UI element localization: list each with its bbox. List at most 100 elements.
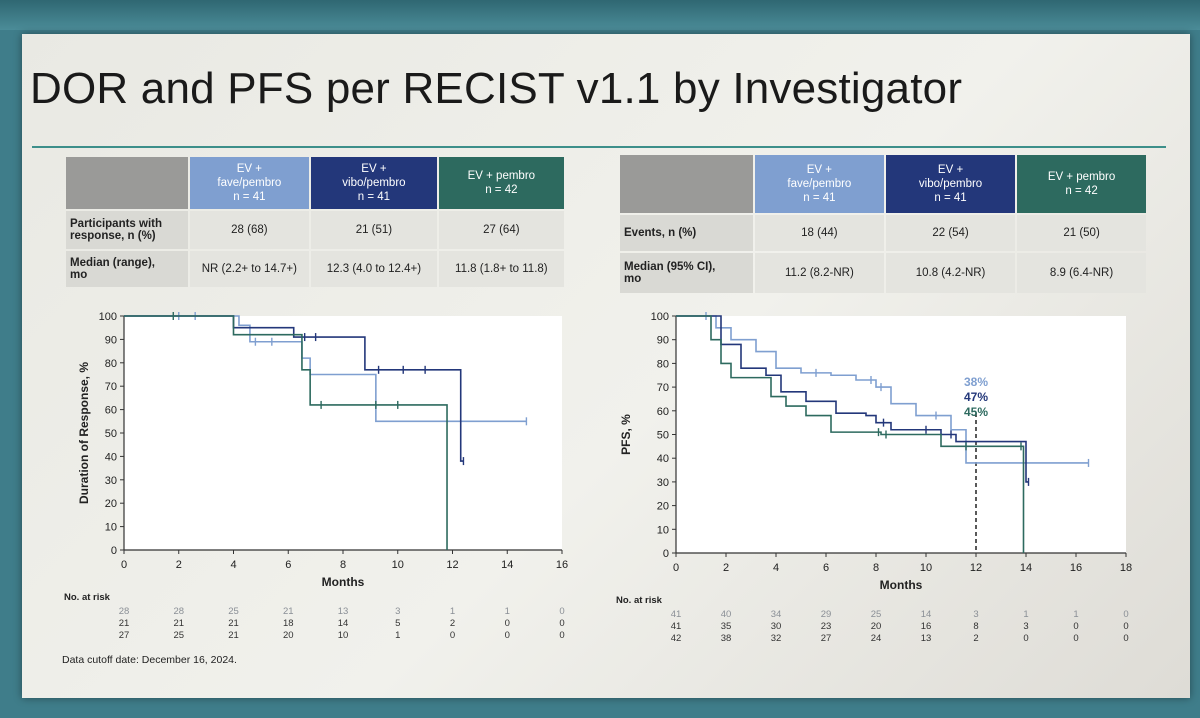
risk-count: 23 <box>821 621 832 632</box>
risk-count: 24 <box>871 633 882 644</box>
x-tick-label: 12 <box>446 559 458 571</box>
y-tick-label: 10 <box>657 524 669 536</box>
risk-count: 14 <box>921 609 932 620</box>
x-tick-label: 16 <box>1070 562 1082 574</box>
landmark-label: 47% <box>964 390 988 404</box>
pfs-summary-table: EV + fave/pembro n = 41 EV + vibo/pembro n =… <box>618 153 1148 295</box>
risk-count: 41 <box>671 621 682 632</box>
header-line: vibo/pembro <box>918 178 983 190</box>
km-curve-3 <box>124 315 448 550</box>
y-tick-label: 100 <box>651 311 669 323</box>
risk-count: 21 <box>228 630 239 641</box>
x-tick-label: 4 <box>773 562 779 574</box>
risk-count: 30 <box>771 621 782 632</box>
x-tick-label: 0 <box>121 559 127 571</box>
risk-count: 0 <box>559 618 564 629</box>
risk-count: 29 <box>821 609 832 620</box>
risk-count: 27 <box>119 630 130 641</box>
table-cell: 28 (68) <box>189 211 310 249</box>
row-label-line: mo <box>70 269 88 281</box>
risk-count: 1 <box>395 630 400 641</box>
y-tick-label: 90 <box>657 335 669 347</box>
x-tick-label: 10 <box>392 559 404 571</box>
y-tick-label: 40 <box>105 451 117 463</box>
x-tick-label: 2 <box>176 559 182 571</box>
risk-count: 28 <box>173 606 184 617</box>
risk-count: 0 <box>505 630 510 641</box>
x-tick-label: 14 <box>501 559 513 571</box>
risk-count: 0 <box>1073 621 1078 632</box>
table-cell: 11.2 (8.2-NR) <box>754 253 884 293</box>
landmark-label: 45% <box>964 405 988 419</box>
header-line: EV + <box>361 163 387 175</box>
risk-count: 3 <box>395 606 400 617</box>
row-label-line: Events, n (%) <box>624 227 697 239</box>
y-tick-label: 80 <box>657 358 669 370</box>
risk-count: 0 <box>1123 633 1128 644</box>
row-label-events: Events, n (%) <box>620 215 753 251</box>
row-label-line: Participants with <box>70 218 163 230</box>
table-cell: 11.8 (1.8+ to 11.8) <box>438 251 564 287</box>
risk-count: 13 <box>338 606 349 617</box>
risk-count: 41 <box>671 609 682 620</box>
risk-count: 16 <box>921 621 932 632</box>
risk-count: 1 <box>505 606 510 617</box>
y-tick-label: 30 <box>657 477 669 489</box>
row-label-response: Participants with response, n (%) <box>66 211 188 249</box>
row-label-line: Median (95% CI), <box>624 261 716 273</box>
table-cell: 27 (64) <box>438 211 564 249</box>
y-tick-label: 30 <box>105 475 117 487</box>
header-ev-pembro: EV + pembro n = 42 <box>438 157 564 209</box>
risk-count: 25 <box>228 606 239 617</box>
km-curve-3 <box>676 315 1025 553</box>
table-cell: 22 (54) <box>885 215 1016 251</box>
x-tick-label: 12 <box>970 562 982 574</box>
risk-count: 1 <box>1073 609 1078 620</box>
risk-count: 20 <box>283 630 294 641</box>
risk-table-label: No. at risk <box>64 592 111 603</box>
table-corner <box>66 157 188 209</box>
y-tick-label: 70 <box>105 381 117 393</box>
x-tick-label: 6 <box>285 559 291 571</box>
y-tick-label: 10 <box>105 522 117 534</box>
header-line: n = 42 <box>1065 185 1098 197</box>
risk-count: 21 <box>283 606 294 617</box>
header-line: fave/pembro <box>217 177 282 189</box>
risk-count: 3 <box>973 609 978 620</box>
y-tick-label: 40 <box>657 453 669 465</box>
y-tick-label: 60 <box>105 405 117 417</box>
risk-count: 2 <box>450 618 455 629</box>
x-tick-label: 8 <box>873 562 879 574</box>
risk-count: 10 <box>338 630 349 641</box>
risk-count: 8 <box>973 621 978 632</box>
title-divider <box>32 146 1166 148</box>
y-tick-label: 0 <box>111 545 117 557</box>
header-ev-fave: EV + fave/pembro n = 41 <box>189 157 310 209</box>
dor-summary-table: EV + fave/pembro n = 41 EV + vibo/pembro n =… <box>64 155 566 289</box>
landmark-label: 38% <box>964 375 988 389</box>
risk-count: 21 <box>119 618 130 629</box>
header-line: n = 41 <box>934 192 967 204</box>
header-line: EV + pembro <box>1047 171 1116 183</box>
x-tick-label: 2 <box>723 562 729 574</box>
row-label-line: mo <box>624 273 642 285</box>
table-cell: 21 (50) <box>1017 215 1146 251</box>
risk-count: 0 <box>505 618 510 629</box>
x-axis-label: Months <box>880 578 923 592</box>
screen-bezel <box>0 0 1200 30</box>
x-tick-label: 14 <box>1020 562 1032 574</box>
risk-count: 38 <box>721 633 732 644</box>
header-line: EV + pembro <box>467 170 536 182</box>
risk-count: 0 <box>559 630 564 641</box>
risk-count: 13 <box>921 633 932 644</box>
row-label-median: Median (95% CI), mo <box>620 253 753 293</box>
header-ev-vibo: EV + vibo/pembro n = 41 <box>311 157 437 209</box>
y-tick-label: 50 <box>657 430 669 442</box>
x-tick-label: 8 <box>340 559 346 571</box>
table-cell: 18 (44) <box>754 215 884 251</box>
header-line: n = 42 <box>485 184 518 196</box>
risk-count: 0 <box>559 606 564 617</box>
km-curve-1 <box>676 315 1089 464</box>
header-line: fave/pembro <box>787 178 852 190</box>
